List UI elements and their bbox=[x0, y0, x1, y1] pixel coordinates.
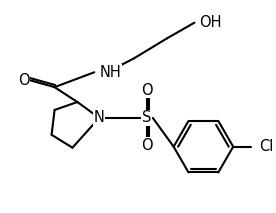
Text: O: O bbox=[141, 138, 153, 153]
Text: N: N bbox=[94, 110, 105, 125]
Text: S: S bbox=[142, 110, 152, 125]
Text: O: O bbox=[141, 83, 153, 98]
Text: O: O bbox=[18, 73, 30, 88]
Text: NH: NH bbox=[99, 65, 121, 80]
Text: OH: OH bbox=[200, 15, 222, 30]
Text: Cl: Cl bbox=[259, 139, 273, 154]
